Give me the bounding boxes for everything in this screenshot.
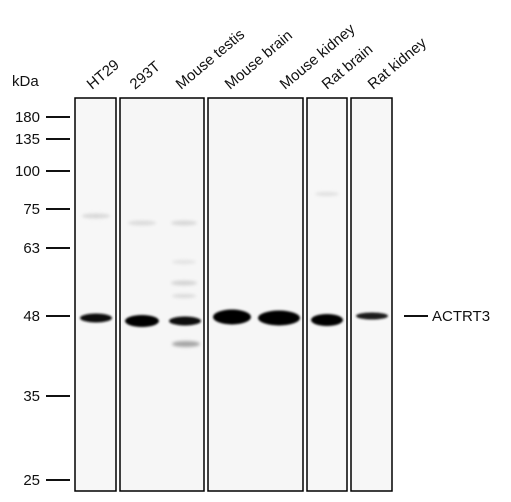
faint-band-testis-55	[171, 280, 197, 286]
lane-labels: HT29 293T Mouse testis Mouse brain Mouse…	[84, 20, 431, 93]
blot-panel-3	[207, 97, 304, 492]
band-ht29	[80, 313, 112, 323]
faint-band-testis-60	[172, 260, 196, 264]
mw-label-35: 35	[23, 388, 40, 405]
band-mouse-testis	[169, 316, 201, 326]
band-293t	[125, 315, 159, 327]
mw-label-63: 63	[23, 240, 40, 257]
target-bands	[80, 309, 388, 327]
mw-label-25: 25	[23, 472, 40, 489]
lane-label-ht29: HT29	[84, 56, 123, 93]
mw-label-135: 135	[15, 131, 40, 148]
mw-marker-ladder: 180 135 100 75 63 48 35 25	[15, 109, 70, 489]
mw-label-75: 75	[23, 201, 40, 218]
band-mouse-kidney	[258, 310, 300, 326]
faint-bands	[82, 192, 339, 347]
faint-band-testis-42	[172, 341, 200, 347]
mw-label-48: 48	[23, 308, 40, 325]
mw-label-180: 180	[15, 109, 40, 126]
band-mouse-brain	[213, 309, 251, 325]
blot-panel-1	[74, 97, 117, 492]
blot-panel-4	[306, 97, 348, 492]
faint-band-testis-70	[171, 220, 197, 226]
band-rat-kidney	[356, 312, 388, 320]
faint-band-ratbrain-85	[315, 192, 339, 196]
blot-panel-5	[350, 97, 393, 492]
lane-label-rat-kidney: Rat kidney	[365, 34, 431, 93]
mw-label-100: 100	[15, 163, 40, 180]
band-rat-brain	[311, 314, 343, 326]
lane-label-293t: 293T	[127, 58, 164, 93]
faint-band-ht29-75	[82, 213, 110, 219]
faint-band-293t-70	[128, 220, 156, 226]
faint-band-testis-52	[172, 294, 196, 298]
target-label: ACTRT3	[432, 308, 490, 325]
blot-panels	[74, 97, 393, 492]
kda-unit-label: kDa	[12, 73, 39, 90]
